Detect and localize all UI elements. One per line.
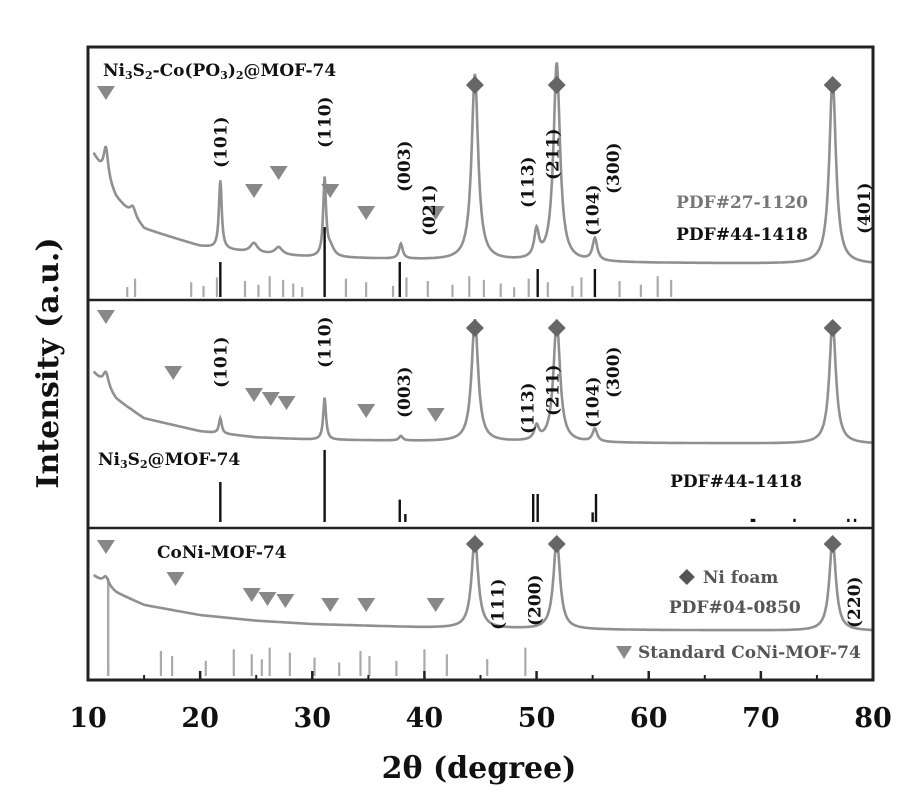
panel-2: (101) (110) (003) (113)(211) (104)(300) Ni3S2…: [94, 310, 873, 522]
hkl-peak-label: (003): [395, 140, 415, 192]
label-part: @MOF-74: [148, 450, 241, 470]
subscript: 3: [125, 69, 133, 82]
hkl-peak-label: (300): [604, 346, 624, 398]
label-part: CoNi-MOF-74: [157, 543, 287, 563]
mof-triangle-marker: [276, 594, 294, 608]
panel-sample-label: Ni3S2-Co(PO3)2@MOF-74: [103, 61, 336, 82]
x-tick-label: 50: [518, 703, 556, 734]
reference-card-label: PDF#44-1418: [670, 472, 802, 492]
hkl-peak-label: (211): [543, 128, 563, 180]
ni-foam-diamond-marker: [548, 535, 566, 553]
y-axis-title: Intensity (a.u.): [31, 237, 66, 488]
hkl-peak-label: (300): [604, 142, 624, 194]
hkl-peak-label: (113): [519, 382, 539, 434]
label-part: S: [133, 61, 145, 81]
hkl-peak-label: (211): [543, 364, 563, 416]
subscript: 3: [120, 458, 128, 471]
panel-sample-label: Ni3S2@MOF-74: [98, 450, 240, 471]
subscript: 3: [220, 69, 228, 82]
mof-triangle-marker: [357, 404, 375, 418]
label-part: -Co(PO: [153, 61, 221, 81]
ni-foam-diamond-marker: [466, 535, 484, 553]
hkl-peak-label: (104): [584, 376, 604, 428]
panels-layer: (101)(110)(003)(021)(113)(211)(104)(300)…: [94, 61, 875, 676]
mof-triangle-marker: [166, 572, 184, 586]
label-part: S: [128, 450, 140, 470]
ni-foam-diamond-marker: [824, 319, 842, 337]
hkl-peak-label: (110): [316, 316, 336, 368]
x-tick-label: 30: [293, 703, 331, 734]
panel-1: (101) (110) (003)(021) (113)(211) (104)(300)…: [94, 61, 875, 297]
hkl-peak-label: (113): [519, 156, 539, 208]
mof-triangle-marker: [270, 166, 288, 180]
hkl-peak-label: (101): [211, 116, 231, 168]
hkl-peak-label: (003): [395, 366, 415, 418]
label-part: ): [228, 61, 236, 81]
label-part: Ni: [98, 450, 121, 470]
panel-sample-label: CoNi-MOF-74: [157, 543, 287, 563]
hkl-peak-label: (101): [211, 336, 231, 388]
mof-triangle-marker: [97, 86, 115, 100]
x-tick-label: 10: [69, 703, 107, 734]
hkl-peak-label: (104): [584, 184, 604, 236]
x-tick-label: 70: [742, 703, 780, 734]
panel-3: (111) (200) (220) CoNi-MOF-74 Ni foam PDF#04-…: [94, 535, 873, 676]
mof-triangle-marker: [427, 408, 445, 422]
hkl-peak-label: (220): [845, 576, 865, 628]
x-tick-label: 60: [630, 703, 668, 734]
ni-foam-diamond-marker: [824, 76, 842, 94]
mof-triangle-marker: [262, 392, 280, 406]
subscript: 2: [236, 69, 244, 82]
subscript: 2: [140, 458, 148, 471]
mof-triangle-marker: [245, 388, 263, 402]
mof-triangle-marker: [97, 540, 115, 554]
x-tick-label: 80: [854, 703, 892, 734]
mof-triangle-marker: [321, 598, 339, 612]
ni-foam-diamond-marker: [548, 319, 566, 337]
x-tick-label: 40: [406, 703, 444, 734]
hkl-peak-label: (111): [488, 578, 508, 630]
reference-card-label: PDF#27-1120: [676, 193, 808, 213]
legend-standard-mof: Standard CoNi-MOF-74: [638, 643, 861, 663]
mof-triangle-marker: [427, 598, 445, 612]
x-axis-title: 2θ (degree): [382, 751, 577, 786]
mof-triangle-marker: [357, 598, 375, 612]
legend-diamond-icon: [679, 569, 695, 585]
axis-layer: 2θ (degree) Intensity (a.u.) 10 20 30 40 50 6…: [31, 237, 892, 786]
label-part: Ni: [103, 61, 126, 81]
legend-triangle-icon: [616, 646, 632, 659]
reference-card-label: PDF#44-1418: [676, 225, 808, 245]
mof-triangle-marker: [164, 366, 182, 380]
legend-ni-foam: Ni foam: [703, 568, 779, 588]
hkl-peak-label: (021): [420, 184, 440, 236]
ni-foam-diamond-marker: [824, 535, 842, 553]
ni-foam-diamond-marker: [466, 319, 484, 337]
legend-pdf-card: PDF#04-0850: [669, 598, 801, 618]
ni-foam-diamond-marker: [548, 76, 566, 94]
label-part: @MOF-74: [244, 61, 337, 81]
mof-triangle-marker: [258, 592, 276, 606]
hkl-peak-label: (200): [525, 574, 545, 626]
hkl-peak-label: (110): [316, 96, 336, 148]
mof-triangle-marker: [97, 310, 115, 324]
ni-foam-diamond-marker: [466, 76, 484, 94]
subscript: 2: [145, 69, 153, 82]
mof-triangle-marker: [357, 206, 375, 220]
mof-triangle-marker: [277, 396, 295, 410]
x-tick-label: 20: [181, 703, 219, 734]
mof-triangle-marker: [245, 184, 263, 198]
mof-triangle-marker: [243, 588, 261, 602]
